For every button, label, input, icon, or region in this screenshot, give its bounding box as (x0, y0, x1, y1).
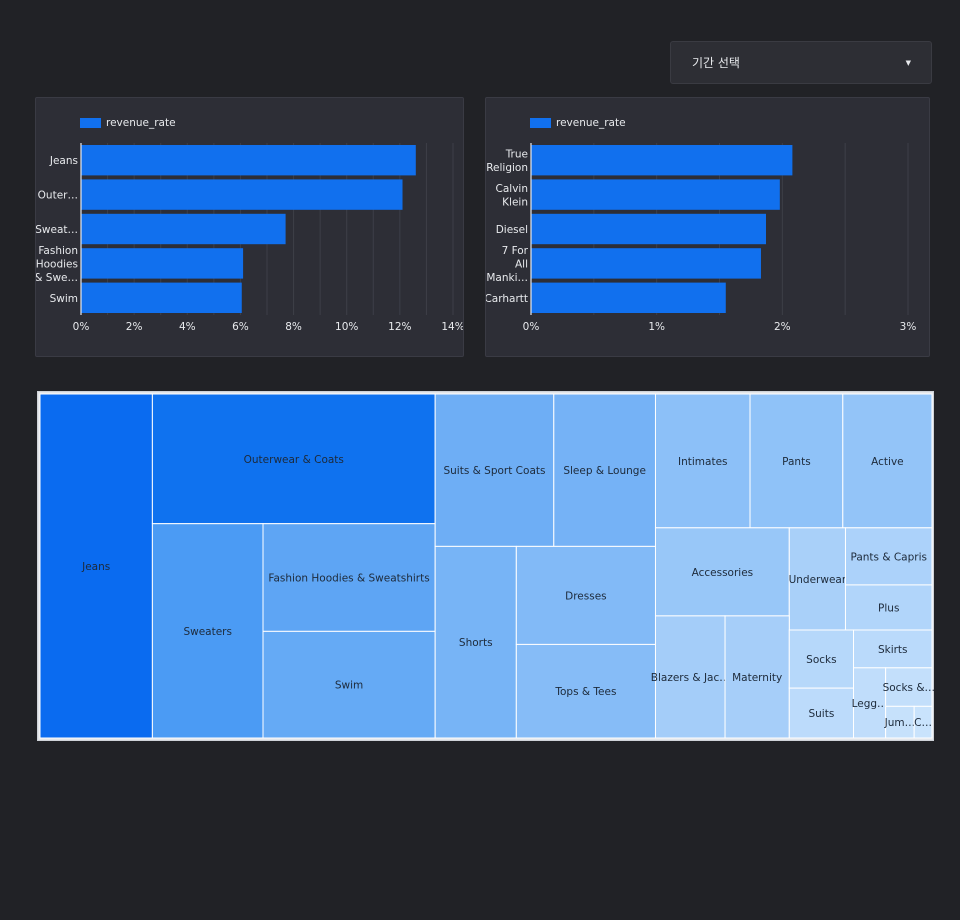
treemap-cell[interactable] (151, 523, 264, 739)
treemap-label: Maternity (732, 672, 782, 684)
brand-bar-chart-svg: True Religion Calvin Klein Diesel 7 For All Man… (486, 143, 917, 333)
treemap-cell[interactable] (844, 584, 933, 631)
treemap-cell[interactable] (913, 705, 933, 739)
treemap-label: Sweaters (183, 626, 232, 638)
treemap-cell[interactable] (515, 545, 656, 645)
treemap-label: Pants (782, 456, 811, 468)
period-select-dropdown[interactable]: 기간 선택 ▼ (670, 41, 932, 84)
x-tick-label: 12% (388, 321, 411, 333)
treemap-label: Blazers & Jac… (651, 672, 730, 684)
category-label: Carhartt (486, 293, 528, 305)
x-tick-label: 2% (774, 321, 791, 333)
x-tick-label: 3% (900, 321, 917, 333)
legend-swatch (80, 118, 101, 128)
legend-label: revenue_rate (106, 117, 176, 129)
category-label: Outer… (38, 190, 78, 202)
treemap-cell[interactable] (553, 393, 656, 547)
x-tick-label: 6% (232, 321, 249, 333)
bar[interactable] (81, 145, 416, 176)
treemap-cell[interactable] (853, 629, 933, 669)
bar[interactable] (531, 282, 726, 313)
treemap-label: Swim (335, 680, 363, 692)
x-tick-label: 14% (441, 321, 464, 333)
treemap-cell[interactable] (262, 523, 436, 632)
treemap-cell[interactable] (842, 393, 933, 529)
bar[interactable] (531, 179, 780, 210)
caret-down-icon: ▼ (905, 58, 911, 67)
bar[interactable] (531, 248, 761, 279)
treemap-label: Jeans (81, 561, 110, 573)
treemap-cell[interactable] (749, 393, 844, 529)
treemap-label: Socks (806, 654, 836, 666)
treemap-cell[interactable] (262, 630, 436, 739)
treemap-label: Active (871, 456, 903, 468)
treemap-label: Pants & Capris (850, 551, 927, 563)
category-label: Jeans (49, 155, 78, 167)
treemap-cell[interactable] (788, 527, 846, 631)
category-revenue-chart: revenue_rate Jeans Outer… Sweat… Fashion Hoo… (35, 97, 464, 357)
treemap-label: Intimates (678, 456, 728, 468)
treemap-cell[interactable] (39, 393, 153, 739)
bar[interactable] (81, 282, 242, 313)
category-label: Diesel (496, 224, 528, 236)
treemap-label: Accessories (692, 567, 754, 579)
treemap-cell[interactable] (885, 705, 915, 739)
treemap-label: Fashion Hoodies & Sweatshirts (268, 573, 429, 585)
bar[interactable] (81, 248, 244, 279)
legend-label: revenue_rate (556, 117, 626, 129)
period-select-label: 기간 선택 (692, 56, 740, 70)
bar[interactable] (531, 213, 766, 245)
x-tick-label: 2% (126, 321, 143, 333)
x-tick-label: 0% (523, 321, 540, 333)
treemap-cell[interactable] (434, 545, 517, 739)
treemap-label: C… (914, 717, 932, 729)
treemap-cell[interactable] (654, 393, 751, 529)
treemap-label: Sleep & Lounge (563, 465, 646, 477)
legend-swatch (530, 118, 551, 128)
treemap-cell[interactable] (844, 527, 933, 586)
treemap-cell[interactable] (885, 667, 933, 707)
category-treemap: Jeans Outerwear & Coats Sweaters Fashion Ho… (37, 391, 935, 741)
x-tick-label: 10% (335, 321, 358, 333)
bar[interactable] (81, 213, 286, 245)
treemap-label: Underwear (789, 574, 847, 586)
x-tick-label: 1% (648, 321, 665, 333)
category-label: True Religion (486, 148, 528, 174)
x-tick-label: 0% (73, 321, 90, 333)
treemap-label: Jum… (884, 717, 915, 729)
treemap-label: Socks &… (883, 682, 935, 694)
bar[interactable] (81, 179, 403, 210)
x-tick-label: 4% (179, 321, 196, 333)
treemap-cell[interactable] (654, 615, 726, 739)
treemap-label: Skirts (878, 644, 908, 656)
treemap-svg: Jeans Outerwear & Coats Sweaters Fashion Ho… (39, 393, 935, 739)
treemap-label: Outerwear & Coats (244, 454, 344, 466)
treemap-cell[interactable] (434, 393, 555, 547)
chart-legend: revenue_rate (530, 117, 626, 129)
x-tick-label: 8% (285, 321, 302, 333)
category-label: Calvin Klein (496, 183, 528, 209)
treemap-label: Shorts (459, 637, 493, 649)
category-label: Fashion Hoodies & Swe… (36, 245, 78, 284)
brand-revenue-chart: revenue_rate True Religion Calvin Klein Dies… (485, 97, 930, 357)
treemap-label: Legg… (852, 698, 888, 710)
category-label: Sweat… (36, 224, 78, 236)
bar[interactable] (531, 145, 793, 176)
category-bar-chart-svg: Jeans Outer… Sweat… Fashion Hoodies & Swe… Swi… (36, 143, 464, 333)
category-label: 7 For All Manki… (486, 245, 528, 284)
treemap-cell[interactable] (515, 643, 656, 739)
treemap-label: Suits & Sport Coats (443, 465, 545, 477)
treemap-label: Plus (878, 602, 899, 614)
treemap-label: Dresses (565, 590, 607, 602)
treemap-label: Tops & Tees (554, 686, 616, 698)
treemap-cell[interactable] (788, 629, 855, 689)
treemap-cell[interactable] (151, 393, 436, 525)
treemap-label: Suits (808, 708, 834, 720)
treemap-cell[interactable] (654, 527, 790, 617)
category-label: Swim (50, 293, 78, 305)
chart-legend: revenue_rate (80, 117, 176, 129)
